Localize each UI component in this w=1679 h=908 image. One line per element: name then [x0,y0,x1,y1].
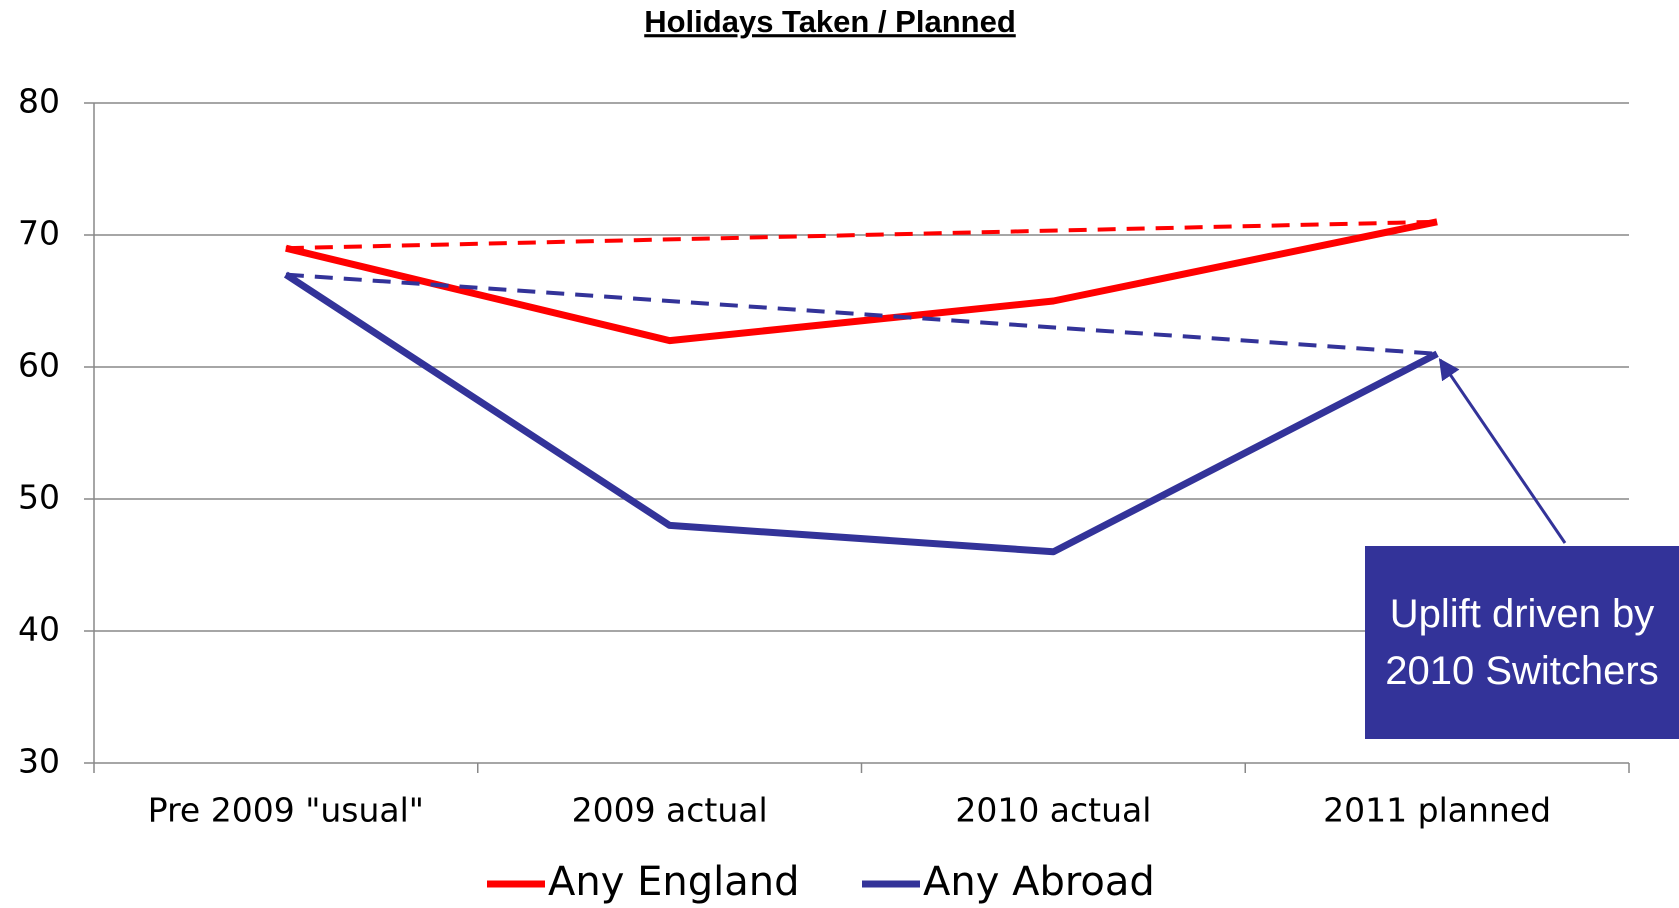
x-tick-label: 2011 planned [1323,791,1551,830]
series-line [283,271,1439,556]
x-tick-label: 2010 actual [955,791,1151,830]
trend-line [285,219,1438,251]
trend-line [285,272,1438,356]
series-line [285,218,1438,345]
x-tick-label: Pre 2009 "usual" [148,791,424,830]
y-tick-label: 70 [18,214,60,253]
legend-label: Any England [548,859,799,905]
y-tick-label: 80 [18,82,60,121]
annotation: Uplift driven by 2010 Switchers [1365,546,1679,739]
y-tick-label: 40 [18,610,60,649]
chart-title: Holidays Taken / Planned [644,4,1016,39]
x-tick-label: 2009 actual [572,791,768,830]
annotation-arrow [1438,358,1567,544]
y-tick-label: 50 [18,478,60,517]
y-tick-label: 30 [18,742,60,781]
legend-label: Any Abroad [923,859,1155,905]
y-tick-label: 60 [18,346,60,385]
